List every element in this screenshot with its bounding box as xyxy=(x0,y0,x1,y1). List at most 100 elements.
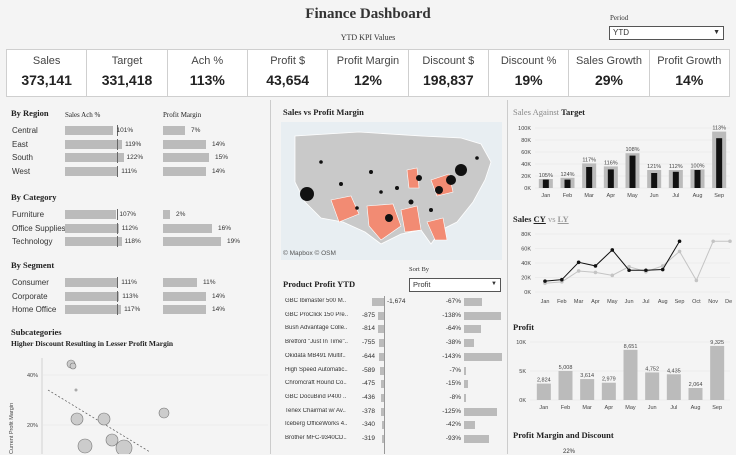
kpi-label: Discount % xyxy=(500,55,557,67)
pm-discount-value: 22% xyxy=(563,449,576,455)
profit-margin-bar xyxy=(163,223,212,233)
scatter-point xyxy=(105,433,119,447)
xtick: Jan xyxy=(539,405,548,411)
profit-bar xyxy=(580,379,595,400)
profit-label: 3,614 xyxy=(580,373,594,379)
profit-value: -644 xyxy=(362,352,376,360)
xtick: Jul xyxy=(642,299,649,305)
xtick: Apr xyxy=(607,193,616,199)
xtick: Feb xyxy=(561,405,570,411)
target-bar xyxy=(564,179,571,188)
sales-cy-ly-chart: 0K 20K 40K 60K 80K Jan Feb Mar Apr May Jun Jul Aug Se… xyxy=(521,232,732,305)
profit-value: -1,674 xyxy=(387,298,406,305)
profit-margin-bar xyxy=(163,210,170,219)
ly-point xyxy=(610,273,615,278)
profit-margin-value: -8% xyxy=(449,393,461,401)
profit-bar xyxy=(666,374,681,400)
sales-map[interactable]: © Mapbox © OSM xyxy=(281,122,502,260)
state-highlight xyxy=(400,205,422,233)
target-marker xyxy=(117,304,118,315)
xtick: Nov xyxy=(708,299,718,305)
sort-by-label: Sort By xyxy=(409,266,430,273)
xtick: Apr xyxy=(605,405,614,411)
profit-bar xyxy=(536,383,551,400)
xtick: Jan xyxy=(541,299,550,305)
cy-ly-vs: vs xyxy=(545,214,558,224)
profit-margin-value: -38% xyxy=(445,339,461,347)
sales-target-title: Sales Against Target xyxy=(513,107,585,117)
xtick: Mar xyxy=(574,299,584,305)
ytick: 0K xyxy=(524,186,531,192)
xtick: May xyxy=(607,299,618,305)
kpi-label: Target xyxy=(111,55,143,67)
kpi-value: 43,654 xyxy=(266,72,310,88)
ly-point xyxy=(694,278,699,283)
cy-point xyxy=(543,279,547,283)
profit-bar xyxy=(379,366,384,375)
profit-bar xyxy=(381,435,384,443)
ly-legend-link[interactable]: LY xyxy=(557,214,569,224)
profit-margin-value: -67% xyxy=(445,298,461,305)
profit-label: 9,325 xyxy=(710,340,724,346)
map-attribution[interactable]: © Mapbox © OSM xyxy=(283,250,336,257)
target-bar xyxy=(542,179,549,188)
target-bar xyxy=(651,173,658,188)
sort-by-select[interactable]: Profit ▼ xyxy=(409,278,501,292)
kpi-label: Profit $ xyxy=(270,55,306,67)
category-title: By Category xyxy=(11,192,57,202)
sales-ach-bar xyxy=(65,139,123,149)
profit-margin-bar xyxy=(464,435,489,443)
sales-target-title-a: Sales Against xyxy=(513,107,562,117)
ytick: 60K xyxy=(521,150,531,156)
profit-margin-bar xyxy=(163,237,221,246)
profit-margin-bar xyxy=(464,407,498,416)
sales-ach-value: 111% xyxy=(121,279,137,286)
state-highlight xyxy=(406,167,420,189)
state-highlight xyxy=(426,217,448,241)
xtick: Sep xyxy=(714,193,724,199)
sales-ach-value: 122% xyxy=(126,154,144,161)
profit-margin-bar xyxy=(163,305,206,314)
sales-ach-bar xyxy=(65,305,122,314)
map-bubble xyxy=(408,199,414,205)
sales-ach-bar xyxy=(65,153,124,162)
ytick: 0K xyxy=(524,290,531,296)
scatter-point xyxy=(77,438,93,454)
profit-margin-bar xyxy=(163,278,197,287)
profit-chart: 0K 5K 10K 2,824 Jan 5,008 Feb 3,614 Mar 2,979 Apr 8… xyxy=(516,340,730,411)
kpi-value: 373,141 xyxy=(21,72,72,88)
cy-point xyxy=(593,264,598,268)
sales-ach-bar xyxy=(65,210,117,219)
cy-point xyxy=(627,268,631,273)
profit-zero-axis xyxy=(384,296,385,454)
sales-target-chart: 0K 20K 40K 60K 80K 100K 105% Jan 124% Feb 117% Mar 1… xyxy=(518,126,730,199)
profit-margin-bar xyxy=(464,366,466,375)
ach-label: 100% xyxy=(690,163,704,169)
sales-ach-value: 113% xyxy=(122,292,139,300)
profit-title: Profit xyxy=(513,322,535,332)
profit-label: 4,752 xyxy=(645,366,659,372)
profit-margin-value: -143% xyxy=(442,352,461,360)
target-bar xyxy=(629,155,636,188)
category-row-label: Office Supplies xyxy=(12,223,66,233)
xtick: May xyxy=(625,405,636,411)
xtick: Feb xyxy=(563,193,572,199)
xtick: Jan xyxy=(541,193,550,199)
region-row-label: East xyxy=(12,139,29,149)
profit-bar xyxy=(378,325,384,334)
profit-margin-bar xyxy=(464,352,502,361)
target-bar xyxy=(586,167,593,188)
product-name: Chromcraft Round Co.. xyxy=(285,380,347,387)
ly-point xyxy=(660,264,665,268)
product-name: High Speed Automatic.. xyxy=(285,366,348,373)
period-select[interactable]: YTD ▼ xyxy=(609,26,724,40)
target-bar xyxy=(607,169,614,188)
cy-legend-link[interactable]: CY xyxy=(533,214,546,224)
kpi-target: Target 331,418 xyxy=(87,50,168,96)
profit-value: -589 xyxy=(362,366,376,374)
ytick: 80K xyxy=(521,232,531,238)
cy-point xyxy=(576,260,581,265)
profit-bar xyxy=(710,345,725,400)
state-highlight xyxy=(366,203,402,241)
profit-label: 2,824 xyxy=(537,378,551,384)
